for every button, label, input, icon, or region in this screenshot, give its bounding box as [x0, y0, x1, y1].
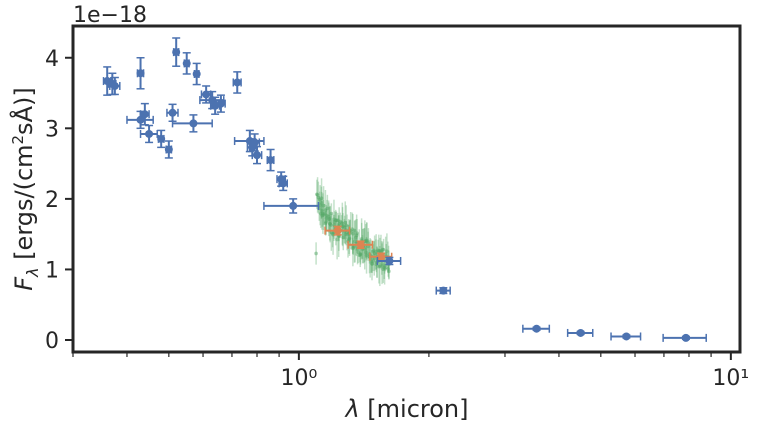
data-marker: [189, 119, 198, 128]
spectrum-point: [329, 223, 333, 227]
photometry-point: [157, 129, 166, 149]
data-marker: [157, 134, 166, 143]
data-marker: [233, 78, 242, 87]
spectrum-photometry-point: [324, 225, 351, 236]
y-tick-label: 1: [45, 258, 59, 283]
photometry-point: [232, 71, 242, 94]
spectrum-point: [358, 252, 363, 256]
data-marker: [182, 59, 191, 68]
spectrum-point: [344, 223, 348, 228]
spectrum-point: [329, 211, 334, 216]
photometry-point: [566, 328, 594, 337]
spectrum-point: [319, 201, 324, 205]
spectrum-point: [380, 261, 384, 266]
data-marker: [279, 179, 288, 188]
data-marker: [136, 69, 145, 78]
spectrum-point: [320, 209, 324, 213]
y-tick-label: 0: [45, 329, 59, 354]
spectrum-point: [352, 228, 357, 233]
photometry-point: [164, 140, 173, 159]
y-offset-label: 1e−18: [73, 3, 147, 28]
data-marker: [172, 48, 181, 57]
data-marker: [333, 226, 342, 235]
y-tick-label: 3: [45, 117, 59, 142]
photometry-point: [266, 148, 275, 172]
spectrum-series: [314, 177, 391, 287]
photometry-point: [172, 37, 181, 67]
spectrum-point: [324, 220, 328, 224]
data-marker: [192, 69, 201, 78]
data-marker: [532, 324, 541, 333]
spectrum-point: [364, 253, 369, 258]
photometry-point: [662, 333, 707, 342]
spectrum-point: [327, 217, 332, 221]
plot-frame: [71, 24, 742, 354]
data-marker: [253, 151, 262, 160]
data-marker: [216, 99, 225, 108]
photometry-point: [182, 52, 191, 75]
photometry-point: [139, 124, 158, 144]
y-axis-label: Fλ [ergs/(cm2sÅ)]: [9, 87, 42, 290]
photometry-point: [249, 133, 261, 152]
data-marker: [266, 156, 275, 165]
data-marker: [136, 115, 145, 124]
spectrum-point: [355, 231, 359, 236]
data-marker: [289, 201, 298, 210]
photometry-point: [109, 76, 121, 96]
spectrum-point: [325, 206, 330, 211]
photometry-point: [610, 332, 642, 341]
photometry-point: [278, 175, 289, 192]
data-marker: [250, 138, 259, 147]
spectrum-point: [343, 220, 348, 225]
spectrum-point: [319, 196, 324, 201]
spectrum-point: [351, 231, 355, 236]
data-marker: [622, 332, 631, 341]
spectrum-point: [347, 237, 351, 242]
spectrum-point: [335, 237, 339, 242]
plot-area: [102, 37, 707, 342]
photometry-point: [435, 286, 451, 295]
spectrum-point: [387, 269, 391, 274]
x-axis-label: λ [micron]: [343, 395, 468, 423]
spectrum-point: [385, 249, 389, 254]
x-tick-label: 10⁰: [280, 366, 317, 391]
data-marker: [145, 129, 154, 138]
spectrum-point: [381, 248, 386, 252]
spectrum-point: [314, 251, 318, 256]
spectrum-point: [315, 193, 320, 197]
photometry-point: [251, 145, 263, 165]
photometry-point: [215, 94, 226, 113]
data-marker: [385, 256, 394, 265]
data-marker: [439, 286, 448, 295]
spectrum-point: [374, 252, 378, 257]
data-marker: [164, 145, 173, 154]
y-tick-label: 4: [45, 47, 59, 72]
data-marker: [681, 333, 690, 342]
axes: 0 1 2 3 4 10⁰ 10¹: [45, 47, 749, 391]
photometry-point: [376, 256, 402, 266]
photometry-point: [522, 324, 551, 333]
y-tick-label: 2: [45, 188, 59, 213]
x-tick-label: 10¹: [712, 366, 749, 391]
data-marker: [110, 81, 119, 90]
data-marker: [576, 328, 585, 337]
spectrum-point: [364, 250, 368, 255]
spectrum-point: [382, 266, 387, 271]
photometry-point: [171, 114, 213, 133]
photometry-point: [166, 103, 179, 123]
data-marker: [377, 252, 386, 261]
data-marker: [140, 110, 149, 119]
spectrum-point: [359, 237, 364, 241]
spectrum-point: [341, 235, 346, 240]
photometry-point: [263, 198, 320, 214]
spectrum-point: [321, 203, 326, 208]
photometry-point: [136, 57, 145, 90]
data-marker: [202, 90, 211, 99]
photometry-point: [192, 62, 201, 86]
spectrum-photometry-point: [347, 240, 374, 250]
data-marker: [168, 108, 177, 117]
data-marker: [356, 240, 365, 249]
